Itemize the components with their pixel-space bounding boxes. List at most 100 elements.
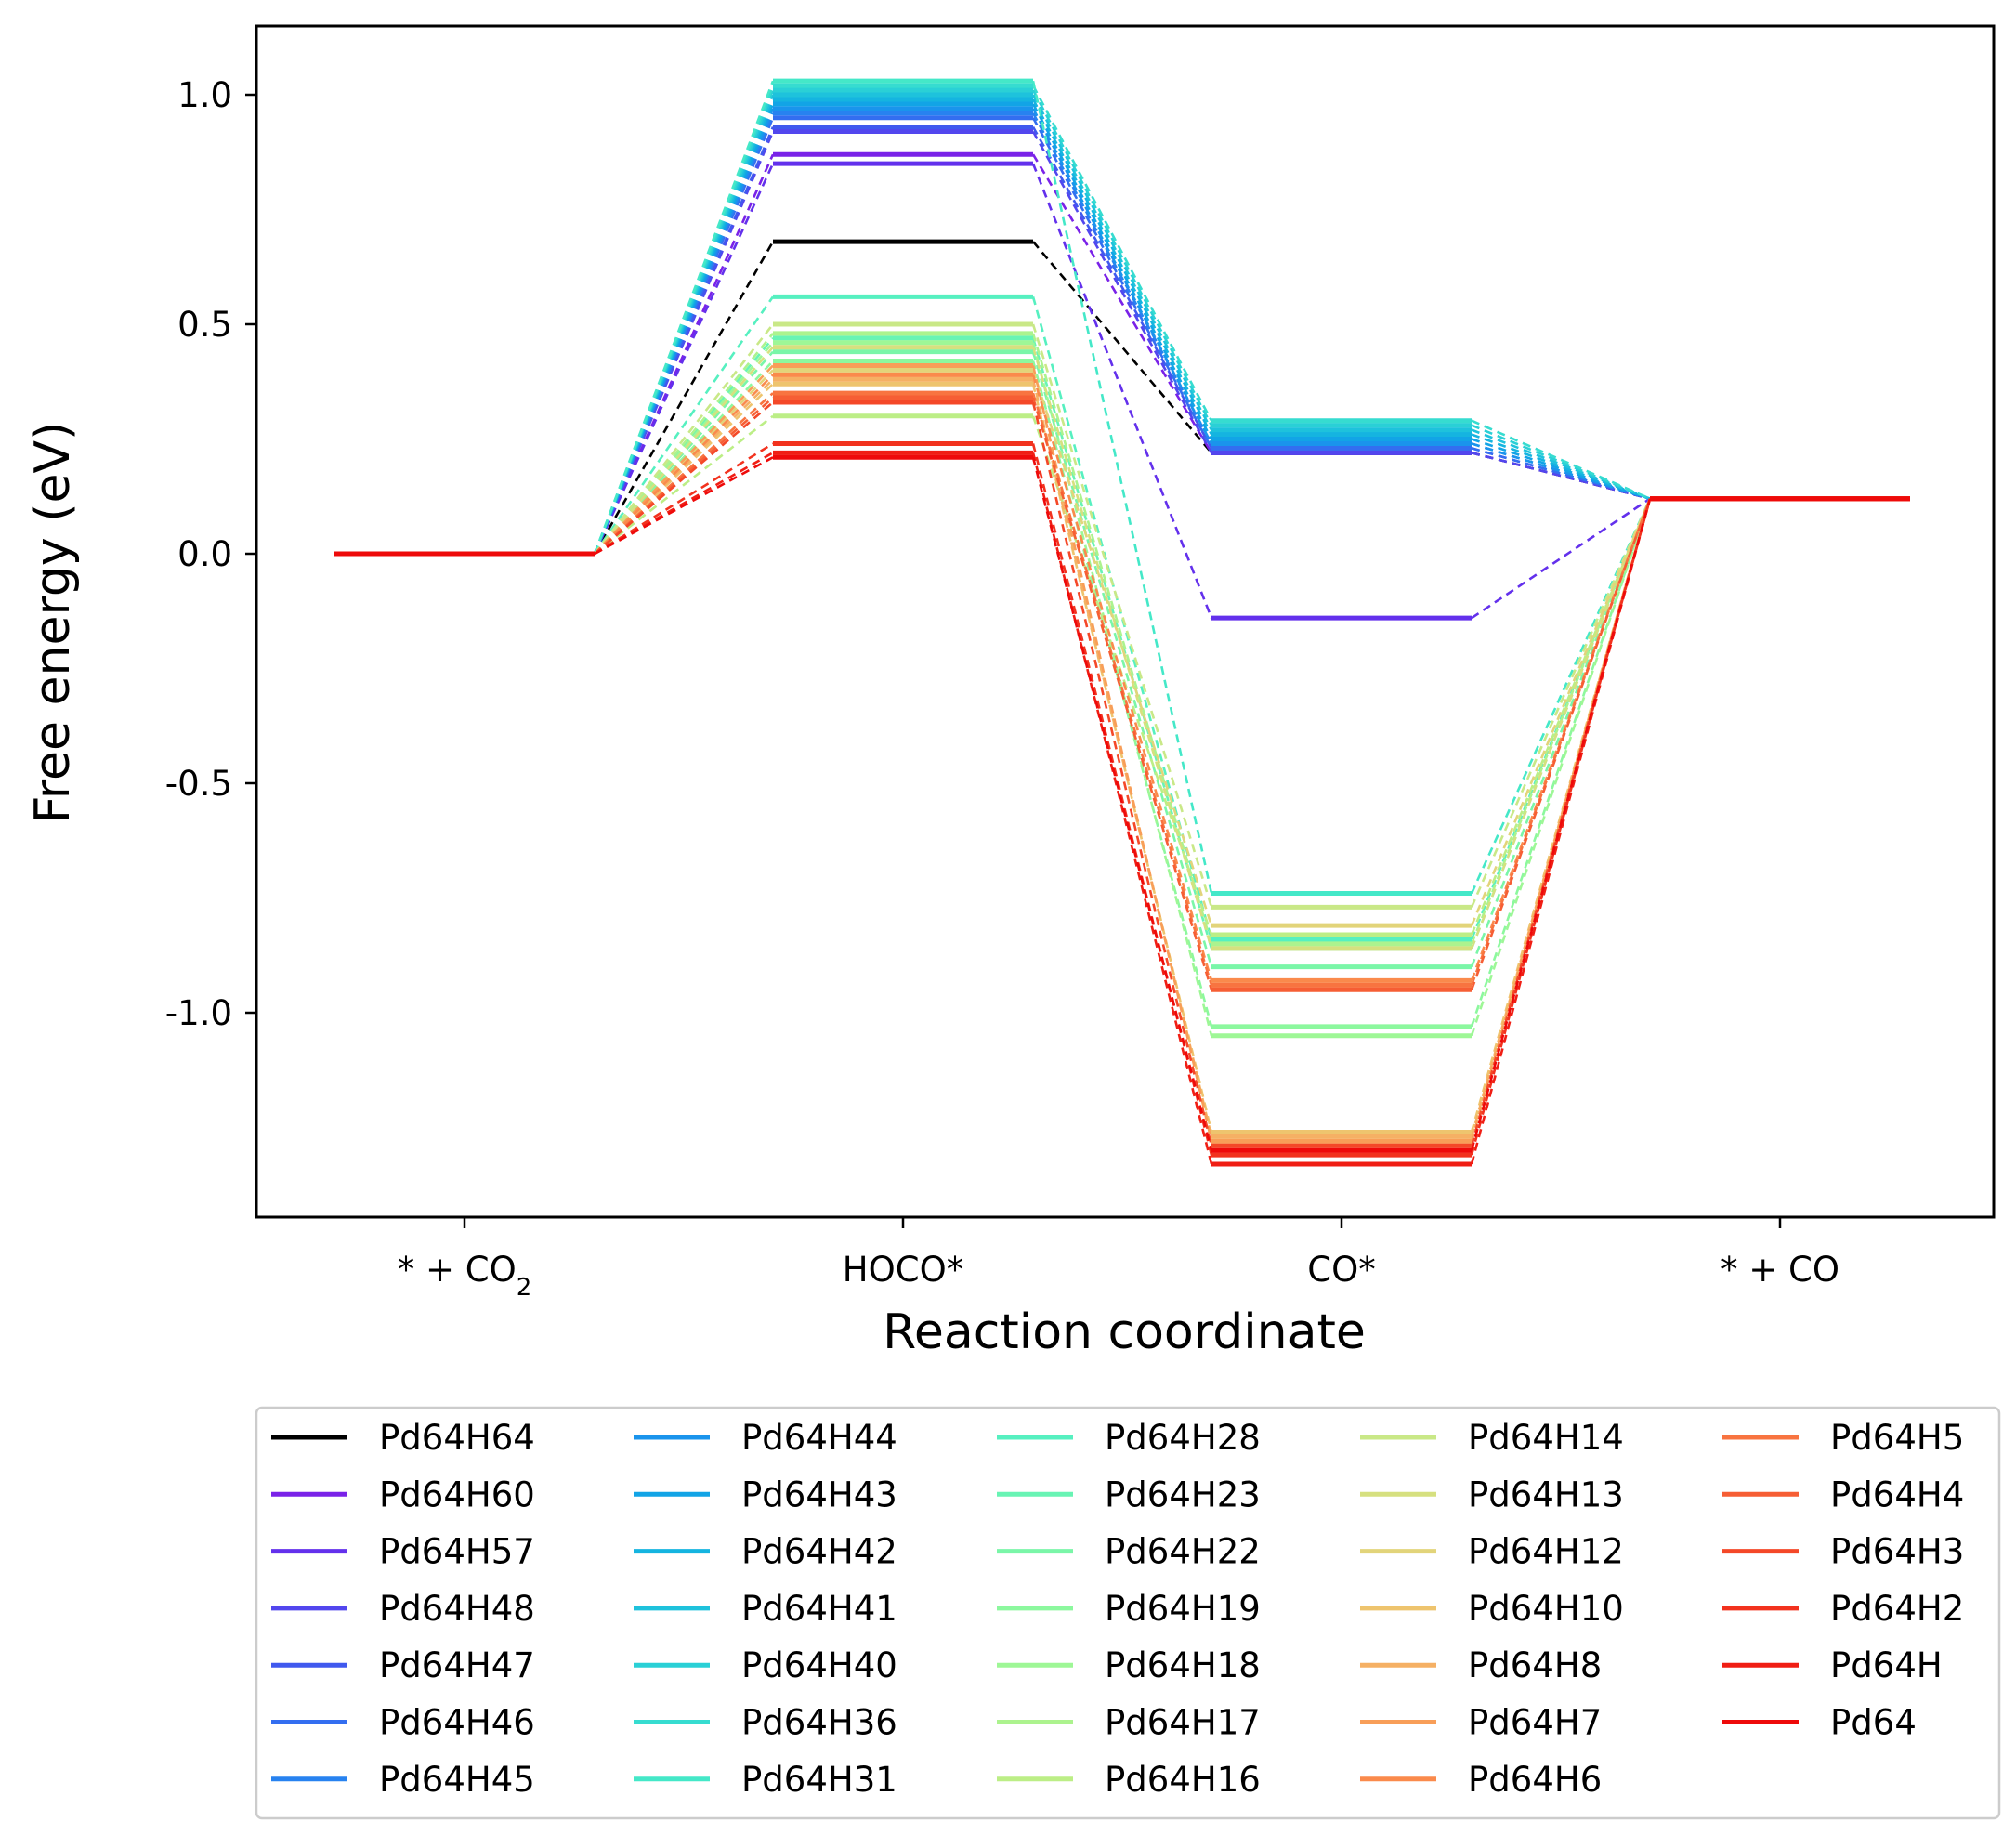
legend-label-Pd64H18: Pd64H18 — [1105, 1645, 1261, 1685]
legend-label-Pd64H7: Pd64H7 — [1468, 1703, 1602, 1743]
connector-Pd64H46-0 — [593, 117, 775, 555]
legend-label-Pd64H23: Pd64H23 — [1105, 1475, 1261, 1514]
connector-Pd64H5-1 — [1031, 392, 1213, 986]
x-tick-label-text: * + CO — [1721, 1250, 1839, 1290]
connector-Pd64H18-2 — [1470, 498, 1652, 1037]
connector-Pd64-1 — [1031, 456, 1213, 1151]
connector-Pd64H3-0 — [594, 400, 774, 555]
legend-label-Pd64H45: Pd64H45 — [379, 1760, 535, 1800]
connector-Pd64H6-2 — [1470, 498, 1652, 981]
connector-Pd64H14-2 — [1470, 498, 1652, 908]
connector-Pd64H13-0 — [594, 346, 774, 555]
legend-label-Pd64H8: Pd64H8 — [1468, 1645, 1602, 1685]
legend-label-Pd64H43: Pd64H43 — [741, 1475, 897, 1514]
legend-label-Pd64H48: Pd64H48 — [379, 1589, 535, 1629]
legend-label-Pd64H44: Pd64H44 — [741, 1418, 897, 1458]
connector-Pd64H3-1 — [1031, 401, 1213, 1147]
connector-Pd64H42-1 — [1031, 98, 1213, 436]
connector-Pd64H13-1 — [1031, 347, 1213, 950]
x-tick-label-text: CO* — [1307, 1250, 1375, 1290]
connector-Pd64H40-2 — [1471, 424, 1651, 500]
x-tick-label-text: HOCO* — [843, 1250, 963, 1290]
y-tick-label: 1.0 — [177, 75, 232, 115]
legend-label-Pd64H36: Pd64H36 — [741, 1703, 897, 1743]
plot-area — [334, 78, 1910, 1167]
legend-label-Pd64H13: Pd64H13 — [1468, 1475, 1624, 1514]
y-axis-title: Free energy (eV) — [25, 422, 81, 824]
connector-Pd64H31-0 — [593, 80, 775, 555]
connector-Pd64H14-1 — [1031, 323, 1213, 908]
connector-Pd64H22-1 — [1031, 351, 1213, 967]
legend-label-Pd64H60: Pd64H60 — [379, 1475, 535, 1514]
connector-Pd64H5-2 — [1470, 498, 1652, 986]
x-tick-label: CO* — [1307, 1250, 1375, 1290]
legend-label-Pd64H4: Pd64H4 — [1830, 1475, 1964, 1514]
connector-Pd64H19-2 — [1470, 498, 1652, 1028]
x-axis: * + CO2 HOCO* CO* * + CO — [398, 1217, 1839, 1302]
legend-label-Pd64H40: Pd64H40 — [741, 1645, 897, 1685]
legend-label-Pd64H28: Pd64H28 — [1105, 1418, 1261, 1458]
axes-frame — [255, 24, 1996, 1219]
y-tick-label: -0.5 — [165, 764, 232, 804]
connector-Pd64H14-0 — [593, 323, 775, 555]
connector-Pd64H4-2 — [1470, 498, 1652, 990]
connector-Pd64H60-1 — [1031, 153, 1213, 453]
legend-label-Pd64H46: Pd64H46 — [379, 1703, 535, 1743]
legend-label-Pd64H19: Pd64H19 — [1105, 1589, 1261, 1629]
connector-Pd64H12-2 — [1470, 498, 1652, 926]
y-tick-label: 0.5 — [177, 305, 232, 345]
legend-label-Pd64H41: Pd64H41 — [741, 1589, 897, 1629]
connector-Pd64H17-1 — [1031, 333, 1213, 945]
connector-Pd64H48-1 — [1031, 130, 1213, 453]
x-tick-label: * + CO — [1721, 1250, 1839, 1290]
connector-Pd64H46-1 — [1031, 117, 1213, 449]
connector-Pd64H57-2 — [1471, 497, 1651, 620]
legend-label-Pd64H31: Pd64H31 — [741, 1760, 897, 1800]
connector-Pd64H47-1 — [1031, 125, 1213, 450]
connector-Pd64H2-0 — [594, 442, 774, 556]
connector-Pd64H36-2 — [1471, 419, 1651, 500]
connector-Pd64H6-0 — [594, 374, 774, 555]
x-tick-label: * + CO2 — [398, 1250, 532, 1302]
connector-Pd64H6-1 — [1031, 374, 1213, 981]
connector-Pd64H13-2 — [1470, 498, 1652, 950]
legend-frame — [255, 1406, 2001, 1820]
connector-Pd64H18-1 — [1031, 342, 1213, 1037]
legend-label-Pd64H42: Pd64H42 — [741, 1532, 897, 1572]
connector-Pd64-0 — [594, 456, 774, 556]
connector-Pd64H64-1 — [1032, 241, 1212, 454]
x-axis-title: Reaction coordinate — [883, 1304, 1366, 1360]
legend-label-Pd64H5: Pd64H5 — [1830, 1418, 1964, 1458]
legend-label-Pd64H14: Pd64H14 — [1468, 1418, 1624, 1458]
legend-label-Pd64H2: Pd64H2 — [1830, 1589, 1964, 1629]
x-tick-label-subscript: 2 — [517, 1274, 532, 1302]
legend-label-Pd64: Pd64 — [1830, 1703, 1917, 1743]
connector-Pd64H44-1 — [1031, 108, 1213, 445]
x-tick-label: HOCO* — [843, 1250, 963, 1290]
connector-Pd64H4-0 — [594, 397, 774, 555]
x-tick-label-text: * + CO — [398, 1250, 517, 1290]
connector-Pd64H40-1 — [1031, 89, 1213, 426]
connector-Pd64H43-1 — [1031, 103, 1213, 440]
connector-Pd64H64-0 — [593, 241, 775, 555]
legend-label-Pd64H22: Pd64H22 — [1105, 1532, 1261, 1572]
legend-label-Pd64H: Pd64H — [1830, 1645, 1943, 1685]
y-tick-label: -1.0 — [165, 993, 232, 1033]
connector-Pd64H16-0 — [594, 414, 774, 556]
connector-Pd64H57-1 — [1031, 163, 1213, 619]
legend-label-Pd64H12: Pd64H12 — [1468, 1532, 1624, 1572]
connector-Pd64H5-0 — [594, 392, 774, 555]
legend-label-Pd64H64: Pd64H64 — [379, 1418, 535, 1458]
connector-Pd64-2 — [1470, 498, 1652, 1151]
legend-label-Pd64H57: Pd64H57 — [379, 1532, 535, 1572]
connector-Pd64H41-1 — [1031, 94, 1213, 431]
legend-label-Pd64H3: Pd64H3 — [1830, 1532, 1964, 1572]
legend-label-Pd64H16: Pd64H16 — [1105, 1760, 1261, 1800]
legend-label-Pd64H47: Pd64H47 — [379, 1645, 535, 1685]
legend-label-Pd64H10: Pd64H10 — [1468, 1589, 1624, 1629]
legend-label-Pd64H17: Pd64H17 — [1105, 1703, 1261, 1743]
connector-Pd64H41-0 — [593, 94, 775, 555]
connector-Pd64H31-2 — [1470, 498, 1652, 895]
legend: Pd64H64 Pd64H60 Pd64H57 Pd64H48 Pd64H47 Pd64H… — [255, 1406, 2001, 1820]
